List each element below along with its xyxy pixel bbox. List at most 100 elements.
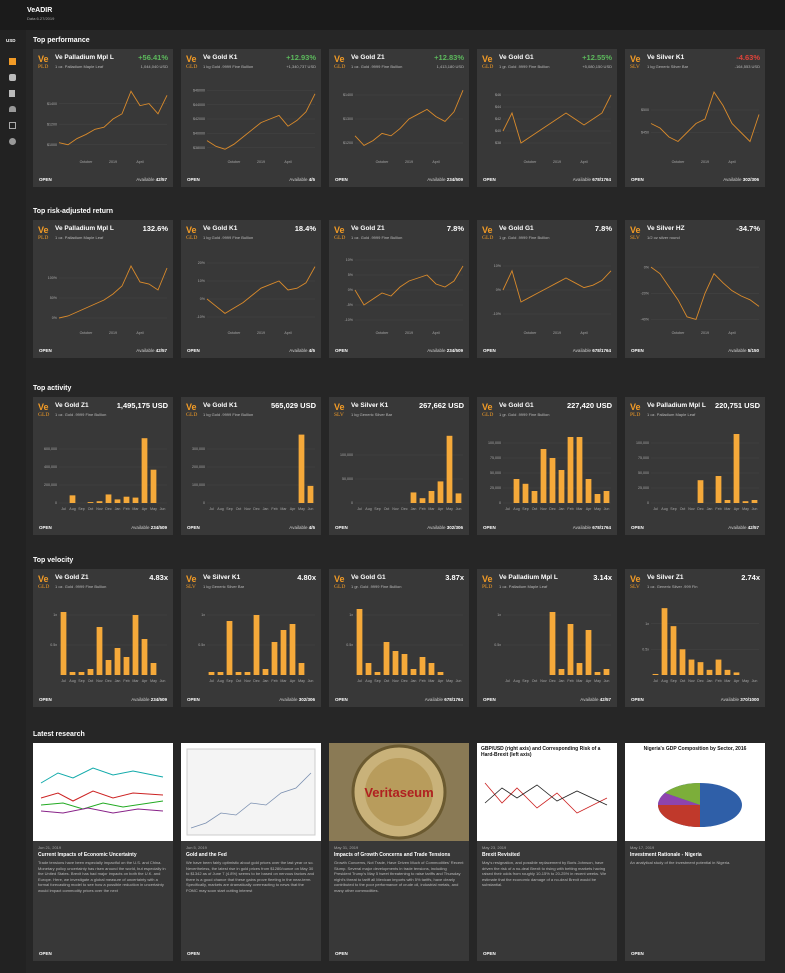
asset-code: PLD — [482, 584, 492, 590]
open-button[interactable]: OPEN — [631, 951, 644, 956]
open-button[interactable]: OPEN — [631, 177, 644, 182]
price-line — [355, 90, 463, 145]
asset-logo: Ve — [482, 225, 493, 235]
bar — [438, 672, 444, 675]
x-tick-label: Aug — [513, 679, 519, 683]
y-tick-label: 0% — [496, 288, 502, 292]
nav-icon[interactable] — [9, 74, 16, 81]
open-button[interactable]: OPEN — [39, 525, 52, 530]
y-tick-label: -10% — [493, 312, 502, 316]
open-button[interactable]: OPEN — [39, 951, 52, 956]
availability-label: Available — [728, 348, 746, 353]
nav-icon[interactable] — [9, 106, 16, 112]
open-button[interactable]: OPEN — [483, 951, 496, 956]
open-button[interactable]: OPEN — [187, 525, 200, 530]
open-button[interactable]: OPEN — [483, 697, 496, 702]
x-tick-label: Aug — [69, 507, 75, 511]
y-tick-label: 0 — [647, 501, 649, 505]
price-line — [59, 266, 167, 318]
x-tick-label: Mar — [280, 507, 287, 511]
availability: Available 234/509 — [131, 697, 167, 702]
open-button[interactable]: OPEN — [483, 525, 496, 530]
research-card: VeritaseumMay 31, 2019Impacts of Growth … — [329, 743, 469, 961]
metric-value: 132.6% — [143, 224, 168, 233]
y-tick-label: 400,000 — [44, 465, 57, 469]
metric-value: 227,420 USD — [567, 401, 612, 410]
asset-logo: Ve — [186, 402, 197, 412]
open-button[interactable]: OPEN — [631, 525, 644, 530]
y-tick-label: 0% — [200, 297, 206, 301]
nav-icon[interactable] — [9, 122, 16, 129]
asset-subtitle: 1 oz. Palladium Maple Leaf — [55, 235, 103, 240]
open-button[interactable]: OPEN — [483, 348, 496, 353]
x-tick-label: Sep — [522, 507, 528, 511]
open-button[interactable]: OPEN — [335, 525, 348, 530]
x-tick-label: Sep — [670, 679, 676, 683]
currency[interactable]: USD — [6, 38, 16, 43]
availability-count: 42/57 — [748, 525, 759, 530]
asset-name: Ve Gold G1 — [499, 54, 571, 61]
asset-logo: Ve — [334, 225, 345, 235]
open-button[interactable]: OPEN — [631, 348, 644, 353]
metric-value: 4.80x — [297, 573, 316, 582]
x-tick-label: April — [136, 160, 143, 164]
y-tick-label: 1x — [645, 622, 649, 626]
open-button[interactable]: OPEN — [187, 951, 200, 956]
y-tick-label: 10% — [494, 264, 502, 268]
x-tick-label: Jul — [61, 679, 66, 683]
open-button[interactable]: OPEN — [187, 348, 200, 353]
open-button[interactable]: OPEN — [335, 951, 348, 956]
x-tick-label: Sep — [78, 679, 84, 683]
section-title: Top activity — [33, 385, 71, 392]
x-tick-label: Jan — [115, 507, 121, 511]
x-tick-label: 2019 — [701, 331, 709, 335]
open-button[interactable]: OPEN — [631, 697, 644, 702]
availability-count: 302/306 — [299, 697, 315, 702]
nav-icon[interactable] — [9, 58, 16, 65]
open-button[interactable]: OPEN — [39, 348, 52, 353]
open-button[interactable]: OPEN — [335, 177, 348, 182]
x-tick-label: April — [728, 160, 735, 164]
research-image — [33, 743, 173, 841]
open-button[interactable]: OPEN — [335, 697, 348, 702]
research-image: GBP/USD (right axis) and Corresponding R… — [477, 743, 617, 841]
open-button[interactable]: OPEN — [39, 697, 52, 702]
metric-value: 7.8% — [595, 224, 612, 233]
bar — [254, 615, 260, 675]
y-tick-label: 0 — [499, 501, 501, 505]
x-tick-label: Aug — [513, 507, 519, 511]
price-line — [355, 266, 463, 305]
bar — [725, 500, 731, 503]
bar — [88, 502, 94, 503]
bar — [662, 608, 668, 675]
x-tick-label: Feb — [123, 507, 129, 511]
metric-value: -34.7% — [736, 224, 760, 233]
nav-icon[interactable] — [9, 138, 16, 145]
x-tick-label: Sep — [374, 679, 380, 683]
availability: Available 302/306 — [723, 177, 759, 182]
availability-label: Available — [573, 348, 591, 353]
open-button[interactable]: OPEN — [335, 348, 348, 353]
bar — [689, 660, 695, 675]
open-button[interactable]: OPEN — [39, 177, 52, 182]
x-tick-label: Nov — [540, 679, 547, 683]
availability: Available 234/509 — [427, 348, 463, 353]
x-tick-label: 2019 — [109, 331, 117, 335]
research-body: An analytical study of the investment po… — [630, 860, 760, 866]
bar — [550, 458, 556, 503]
availability: Available 678/1764 — [573, 525, 611, 530]
image-caption: Veritaseum — [329, 785, 469, 800]
open-button[interactable]: OPEN — [187, 697, 200, 702]
bar — [402, 654, 408, 675]
bar — [752, 500, 758, 503]
nav-icon[interactable] — [9, 90, 15, 97]
open-button[interactable]: OPEN — [483, 177, 496, 182]
x-tick-label: Nov — [688, 507, 695, 511]
asset-card: VeGLDVe Gold G11 gr. Gold .9999 Fine Bul… — [329, 569, 469, 707]
metric-subvalue: -164,553 USD — [735, 64, 760, 69]
asset-name: Ve Gold G1 — [499, 225, 571, 232]
metric-subvalue: 1,044,040 USD — [141, 64, 168, 69]
bar — [272, 642, 278, 675]
open-button[interactable]: OPEN — [187, 177, 200, 182]
